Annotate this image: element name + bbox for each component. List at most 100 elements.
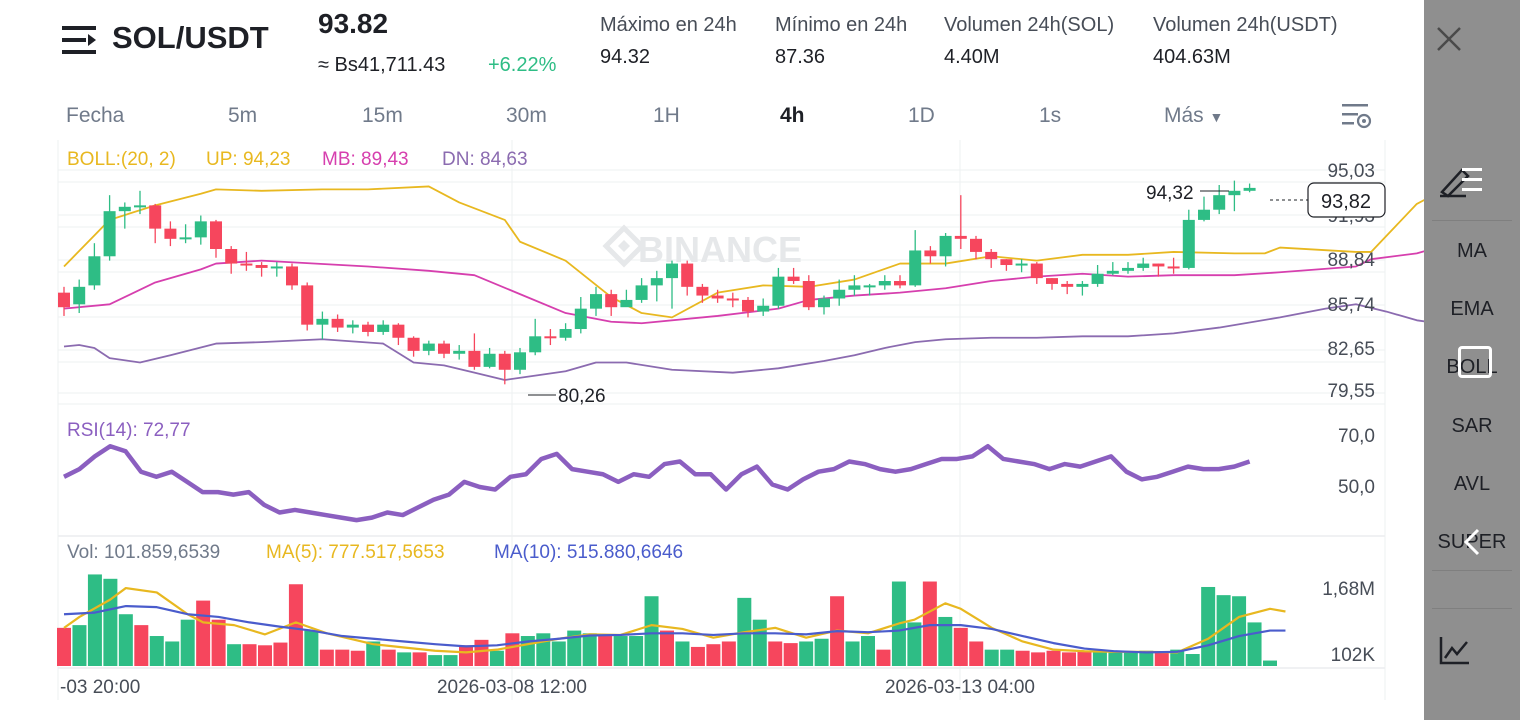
candle: [1106, 270, 1119, 274]
square-icon[interactable]: [1458, 346, 1492, 378]
volume-bar: [118, 614, 133, 666]
volume-bar: [690, 646, 705, 666]
volume-bar: [814, 638, 829, 666]
boll-up-line: [63, 185, 1424, 319]
boll-dn-label: DN: 84,63: [442, 149, 528, 170]
volume-bar: [1000, 649, 1015, 666]
tab-date[interactable]: Fecha: [66, 104, 125, 127]
volume-bar: [1263, 660, 1277, 666]
candle: [1061, 283, 1074, 287]
volume-bar: [1062, 652, 1076, 666]
candle: [1137, 263, 1150, 268]
low-marker-label: 80,26: [558, 386, 606, 407]
volume-bar: [675, 641, 690, 666]
sidebar-item-sar[interactable]: SAR: [1451, 415, 1493, 437]
candle: [559, 329, 572, 338]
tab-1w[interactable]: 1s: [1039, 104, 1062, 127]
chart-settings-icon[interactable]: [1340, 100, 1374, 132]
price-axis-label: 85,74: [1327, 295, 1375, 316]
last-price: 93.82: [318, 8, 389, 39]
volume-bar: [984, 649, 999, 666]
candle: [1198, 209, 1210, 220]
candle: [909, 250, 922, 286]
stat-value-vol-base: 4.40M: [944, 46, 1000, 68]
candle: [164, 228, 177, 239]
tab-15m[interactable]: 15m: [362, 104, 403, 127]
volume-bar: [350, 650, 365, 666]
candle: [392, 324, 405, 338]
candle: [833, 289, 846, 299]
candle: [225, 249, 238, 264]
tab-30m[interactable]: 30m: [506, 104, 547, 127]
volume-bar: [180, 619, 195, 666]
candle: [954, 235, 967, 239]
menu-icon[interactable]: [62, 24, 96, 56]
candle: [407, 337, 420, 351]
candle: [194, 221, 207, 238]
tab-5m[interactable]: 5m: [228, 104, 258, 127]
volume-bar: [103, 578, 118, 666]
candles: [58, 180, 1256, 385]
volume-bar: [1139, 650, 1154, 666]
candle: [620, 299, 633, 308]
volume-bar: [134, 625, 149, 666]
candle: [1076, 283, 1089, 287]
candle: [149, 205, 162, 229]
fiat-price: ≈ Bs41,711.43: [318, 54, 446, 76]
candle: [103, 211, 116, 257]
close-icon[interactable]: [1436, 24, 1462, 56]
volume-bar: [319, 649, 334, 666]
sidebar-item-avl[interactable]: AVL: [1453, 473, 1491, 495]
volume-bar: [211, 619, 226, 666]
volume-bar: [1031, 652, 1046, 666]
vol-ma5-label: MA(5): 777.517,5653: [266, 542, 445, 563]
volume-bar: [783, 643, 798, 666]
candle: [635, 285, 648, 300]
chevron-left-icon[interactable]: [1460, 526, 1484, 558]
candle: [301, 285, 314, 325]
candle: [1152, 263, 1165, 267]
candle: [1030, 263, 1043, 279]
high-marker-label: 94,32: [1146, 183, 1194, 204]
vol-ma5-line: [63, 586, 1286, 654]
candle: [894, 281, 906, 286]
candle: [590, 294, 602, 309]
line-chart-icon[interactable]: [1438, 634, 1472, 666]
time-axis-label: 2026-03-13 04:00: [885, 677, 1035, 698]
volume-bar: [304, 630, 319, 666]
candle: [483, 353, 496, 367]
volume-bar: [1154, 652, 1169, 666]
volume-bar: [582, 633, 597, 666]
volume-bar: [489, 650, 504, 666]
volume-bar: [258, 645, 272, 666]
volume-bar: [72, 625, 87, 666]
pair-title[interactable]: SOL/USDT: [112, 20, 269, 55]
volume-bar: [288, 584, 303, 666]
volume-bar: [845, 641, 860, 666]
candle: [802, 281, 815, 308]
price-chart[interactable]: BINANCE 95,0391,9388,8485,7482,6579,5570…: [0, 0, 1424, 720]
sidebar-item-super[interactable]: SUPER: [1437, 531, 1507, 553]
tab-more[interactable]: Más ▼: [1164, 104, 1223, 128]
volume-bar: [335, 649, 350, 666]
candle: [1213, 195, 1226, 210]
candle: [605, 294, 618, 308]
current-price-label: 93,82: [1321, 191, 1371, 213]
candle: [255, 265, 268, 268]
rsi-axis-label: 70,0: [1338, 426, 1375, 447]
sidebar-item-ma[interactable]: MA: [1457, 240, 1487, 262]
sidebar-item-ema[interactable]: EMA: [1450, 298, 1494, 320]
candle: [422, 343, 435, 351]
tab-4h[interactable]: 4h: [780, 104, 805, 127]
rsi-line: [62, 443, 1251, 523]
tab-1d[interactable]: 1D: [908, 104, 935, 127]
candle: [574, 308, 587, 330]
candle: [818, 298, 830, 308]
draw-tool-icon[interactable]: [1438, 162, 1488, 198]
candle: [498, 353, 511, 370]
price-axis-label: 88,84: [1327, 250, 1375, 271]
tab-1h[interactable]: 1H: [653, 104, 680, 127]
candle: [316, 318, 329, 325]
candle: [742, 299, 754, 312]
boll-mb-label: MB: 89,43: [322, 149, 409, 170]
